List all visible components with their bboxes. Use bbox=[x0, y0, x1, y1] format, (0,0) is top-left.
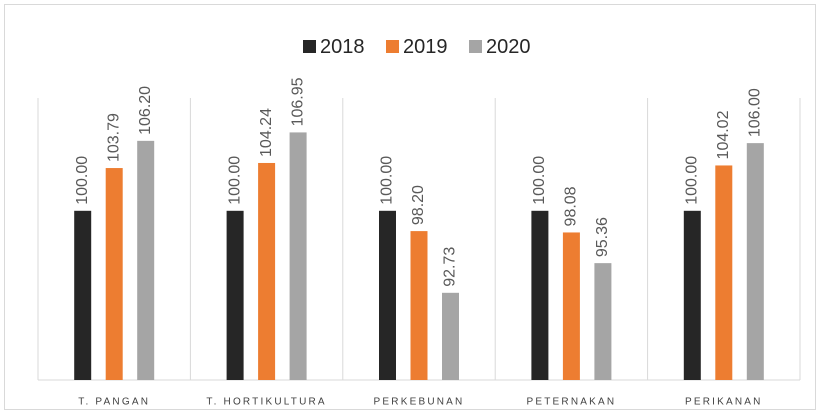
data-label: 100.00 bbox=[226, 156, 243, 205]
bar bbox=[715, 165, 733, 380]
bar bbox=[137, 140, 155, 380]
bar bbox=[410, 231, 428, 380]
data-label: 103.79 bbox=[105, 113, 122, 162]
legend-swatch bbox=[469, 40, 482, 53]
x-tick-label: PETERNAKAN bbox=[527, 397, 617, 408]
legend-swatch bbox=[303, 40, 316, 53]
bar bbox=[74, 210, 92, 380]
data-label: 98.20 bbox=[410, 185, 427, 225]
x-tick-label: T. PANGAN bbox=[78, 397, 150, 408]
data-label: 100.00 bbox=[684, 156, 701, 205]
data-label: 106.20 bbox=[137, 86, 154, 135]
legend-swatch bbox=[386, 40, 399, 53]
legend-label: 2020 bbox=[486, 36, 531, 58]
bar bbox=[683, 210, 701, 380]
data-label: 100.00 bbox=[74, 156, 91, 205]
data-label: 106.95 bbox=[289, 77, 306, 126]
bar bbox=[746, 143, 764, 380]
data-label: 104.24 bbox=[258, 108, 275, 157]
legend-label: 2018 bbox=[320, 36, 365, 58]
data-label: 98.08 bbox=[563, 186, 580, 226]
data-label: 100.00 bbox=[531, 156, 548, 205]
x-tick-label: PERIKANAN bbox=[685, 397, 763, 408]
bar bbox=[105, 168, 123, 380]
data-label: 95.36 bbox=[594, 217, 611, 257]
data-label: 106.00 bbox=[747, 88, 764, 137]
bar bbox=[226, 210, 244, 380]
bar bbox=[442, 292, 459, 380]
bar bbox=[258, 162, 276, 380]
bar bbox=[562, 232, 580, 380]
x-tick-label: PERKEBUNAN bbox=[374, 397, 465, 408]
data-label: 92.73 bbox=[442, 247, 459, 287]
bar bbox=[289, 132, 307, 380]
data-label: 104.02 bbox=[715, 110, 732, 159]
x-tick-label: T. HORTIKULTURA bbox=[206, 397, 326, 408]
legend-label: 2019 bbox=[403, 36, 448, 58]
data-label: 100.00 bbox=[379, 156, 396, 205]
bar bbox=[379, 210, 396, 380]
bar bbox=[531, 210, 549, 380]
bar bbox=[594, 263, 612, 380]
